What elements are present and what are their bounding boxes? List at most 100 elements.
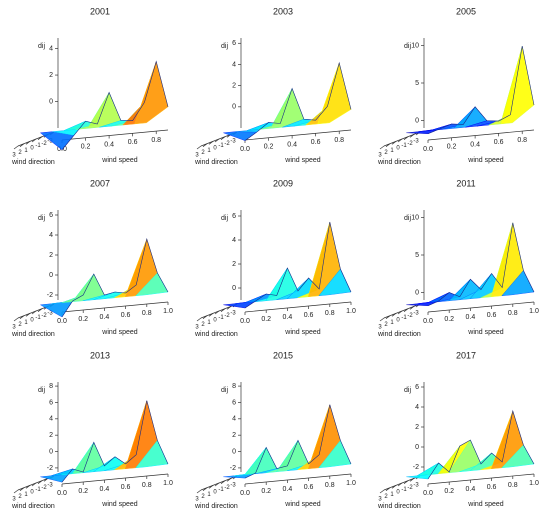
y-tick-label: 1: [390, 320, 394, 326]
z-tick-label: 4: [415, 404, 419, 411]
surface-ridge: [427, 409, 535, 480]
y-tick-label: -1: [35, 143, 41, 149]
y-axis-label: wind direction: [194, 159, 238, 166]
x-tick-label: 0.4: [287, 141, 297, 148]
z-tick-label: 6: [232, 40, 236, 47]
y-axis-label: wind direction: [11, 331, 55, 338]
panel: 2015 dij -2 0 2 4 6 8 0.0 0.2 0.4 0.6 0.8 1.0 wind spe…: [194, 350, 356, 509]
panel-title: 2009: [273, 178, 293, 188]
x-tick-label: 1.0: [346, 308, 356, 315]
y-tick: [379, 317, 385, 322]
panel-title: 2013: [90, 350, 110, 360]
z-tick-label: 0: [232, 448, 236, 455]
z-tick-label: 2: [415, 424, 419, 431]
y-tick-label: 1: [24, 320, 28, 326]
y-tick-label: -3: [47, 311, 53, 317]
x-axis-label: wind speed: [101, 329, 138, 336]
panel-title: 2011: [456, 178, 475, 188]
y-tick: [391, 485, 397, 489]
y-tick: [13, 317, 19, 322]
x-tick-label: 0.4: [100, 486, 110, 493]
y-tick: [196, 489, 202, 494]
y-tick-label: 2: [201, 494, 205, 500]
y-tick-label: -2: [407, 313, 413, 319]
y-tick-label: 3: [12, 153, 16, 159]
y-tick-label: 1: [207, 148, 211, 154]
x-tick-label: 0.6: [304, 312, 314, 319]
y-tick-label: 2: [384, 150, 388, 156]
y-tick: [220, 480, 226, 484]
surface-ridge: [427, 46, 535, 135]
y-tick-label: 2: [384, 322, 388, 328]
y-tick-label: 0: [396, 490, 400, 496]
y-tick: [31, 138, 37, 143]
x-tick-label: 1.0: [163, 308, 173, 315]
z-tick-label: 6: [232, 399, 236, 406]
y-tick: [13, 145, 19, 150]
z-axis-label: dij: [221, 387, 228, 394]
x-tick-label: 0.0: [240, 146, 250, 153]
y-tick-label: 2: [18, 494, 22, 500]
y-axis-label: wind direction: [11, 159, 55, 166]
y-tick: [37, 308, 43, 312]
x-tick-label: 0.8: [334, 137, 344, 144]
z-tick-label: 4: [232, 416, 236, 423]
x-axis-label: wind speed: [467, 157, 504, 164]
y-tick: [25, 485, 31, 489]
y-tick-label: 0: [396, 146, 400, 152]
x-tick-label: 0.4: [470, 141, 480, 148]
y-tick-label: -1: [218, 143, 224, 149]
x-tick-label: 0.4: [466, 486, 476, 493]
z-axis-label: dij: [404, 215, 411, 222]
surface-ridge: [244, 61, 352, 141]
y-tick-label: -2: [41, 141, 47, 147]
x-tick-label: 0.2: [264, 144, 274, 151]
y-axis-label: wind direction: [194, 503, 238, 510]
z-tick-label: 6: [415, 384, 419, 391]
y-tick: [214, 138, 220, 143]
y-tick-label: 0: [30, 146, 34, 152]
y-tick-label: 3: [195, 325, 199, 331]
y-tick-label: -2: [224, 485, 230, 491]
y-tick-label: -1: [218, 487, 224, 493]
x-tick-label: 0.8: [325, 310, 335, 317]
x-tick-label: 0.8: [142, 482, 152, 489]
x-tick-label: 0.0: [423, 490, 433, 497]
y-tick: [202, 315, 208, 319]
x-axis-label: wind speed: [467, 329, 504, 336]
y-tick: [226, 306, 232, 310]
y-tick: [202, 143, 208, 147]
surface-ridge: [427, 222, 535, 307]
y-tick-label: 3: [378, 497, 382, 503]
x-tick-label: 0.0: [57, 490, 67, 497]
x-tick-label: 0.8: [142, 310, 152, 317]
y-tick-label: -1: [35, 315, 41, 321]
z-tick-label: 0: [415, 289, 419, 296]
x-tick-label: 0.6: [121, 484, 131, 491]
y-tick: [409, 134, 415, 138]
x-axis: [61, 473, 169, 485]
y-tick-label: 1: [207, 492, 211, 498]
x-axis-label: wind speed: [101, 157, 138, 164]
x-tick-label: 0.2: [78, 488, 88, 495]
y-tick: [403, 480, 409, 484]
y-tick-label: -3: [230, 311, 236, 317]
z-tick-label: 10: [411, 214, 419, 221]
y-axis-label: wind direction: [377, 159, 421, 166]
x-axis-label: wind speed: [284, 157, 321, 164]
x-tick-label: 0.8: [508, 310, 518, 317]
x-tick-label: 0.0: [240, 490, 250, 497]
y-tick-label: 3: [195, 497, 199, 503]
panel-title: 2015: [273, 350, 293, 360]
panel-title: 2001: [90, 6, 110, 16]
z-tick-label: 0: [232, 285, 236, 292]
x-axis: [244, 301, 352, 313]
y-tick: [397, 138, 403, 143]
y-tick-label: -1: [401, 315, 407, 321]
y-tick: [214, 310, 220, 315]
x-tick-label: 0.4: [104, 141, 114, 148]
z-tick-label: 2: [232, 432, 236, 439]
y-tick: [379, 489, 385, 494]
